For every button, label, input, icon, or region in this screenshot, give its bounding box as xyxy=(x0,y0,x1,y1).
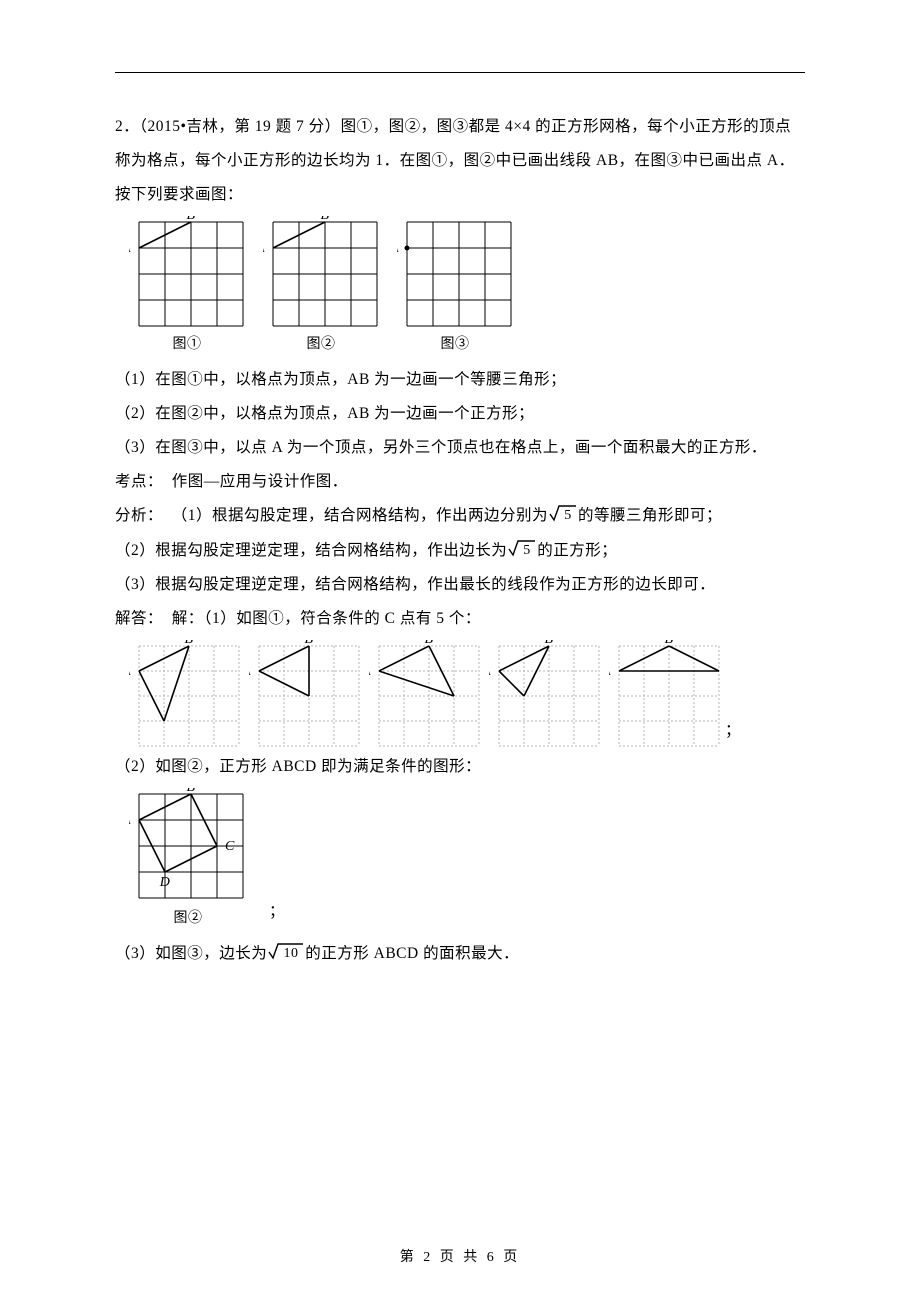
sqrt5-icon: 5 xyxy=(548,503,578,523)
sqrt5-icon: 5 xyxy=(507,538,537,558)
sol3-b: 的正方形 ABCD 的面积最大． xyxy=(305,945,519,962)
svg-text:5: 5 xyxy=(524,543,532,558)
sqrt10-icon: 10 xyxy=(267,941,305,961)
kaodian-text: 作图—应用与设计作图． xyxy=(172,473,348,490)
sol1-fig-2: AB xyxy=(249,640,361,748)
svg-text:A: A xyxy=(369,664,371,679)
q-fig-2-label: 图② xyxy=(307,330,336,361)
sol1-fig-4: AB xyxy=(489,640,601,748)
jieda-line-1: 解答： 解：（1）如图①，符合条件的 C 点有 5 个： xyxy=(115,602,805,636)
kaodian-line: 考点： 作图—应用与设计作图． xyxy=(115,465,805,499)
fenxi-line-2: （2）根据勾股定理逆定理，结合网格结构，作出边长为 5 的正方形； xyxy=(115,534,805,568)
q-fig-1: A B 图① xyxy=(129,216,245,361)
subq-1: （1）在图①中，以格点为顶点，AB 为一边画一个等腰三角形； xyxy=(115,363,805,397)
svg-text:B: B xyxy=(304,640,313,647)
svg-text:C: C xyxy=(225,839,235,854)
sol2-figure: A B C D 图② xyxy=(129,788,247,935)
sol2-text: （2）如图②，正方形 ABCD 即为满足条件的图形： xyxy=(115,750,805,784)
q-fig-3: A 图③ xyxy=(397,216,513,361)
svg-text:A: A xyxy=(489,664,491,679)
svg-text:5: 5 xyxy=(564,508,572,523)
jieda-label: 解答： xyxy=(115,610,163,627)
q-fig-2: A B 图② xyxy=(263,216,379,361)
svg-text:A: A xyxy=(397,241,399,256)
sol2-trailing: ； xyxy=(269,895,285,929)
svg-text:B: B xyxy=(184,640,193,647)
sol1-fig-5: A B ； xyxy=(609,640,741,748)
svg-text:B: B xyxy=(664,640,673,647)
content: 2．（2015•吉林，第 19 题 7 分）图①，图②，图③都是 4×4 的正方… xyxy=(115,110,805,971)
q-fig-3-label: 图③ xyxy=(441,330,470,361)
sol1-fig-1: AB xyxy=(129,640,241,748)
fenxi-line-1: 分析： （1）根据勾股定理，结合网格结构，作出两边分别为 5 的等腰三角形即可； xyxy=(115,499,805,533)
svg-text:A: A xyxy=(609,664,611,679)
svg-text:B: B xyxy=(424,640,433,647)
svg-text:A: A xyxy=(129,813,131,828)
fenxi-2b: 的正方形； xyxy=(537,542,617,559)
sol1-trailing: ； xyxy=(725,714,741,748)
fenxi-2a: （2）根据勾股定理逆定理，结合网格结构，作出边长为 xyxy=(115,542,507,559)
question-figures-row: A B 图① A B 图② A 图③ xyxy=(129,216,805,361)
fenxi-label: 分析： xyxy=(115,507,163,524)
page-footer: 第 2 页 共 6 页 xyxy=(0,1246,920,1266)
sol1-fig-3: AB xyxy=(369,640,481,748)
svg-text:B: B xyxy=(544,640,553,647)
kaodian-label: 考点： xyxy=(115,473,163,490)
svg-text:B: B xyxy=(320,216,329,223)
svg-text:B: B xyxy=(186,216,195,223)
subq-2: （2）在图②中，以格点为顶点，AB 为一边画一个正方形； xyxy=(115,397,805,431)
fenxi-line-3: （3）根据勾股定理逆定理，结合网格结构，作出最长的线段作为正方形的边长即可． xyxy=(115,568,805,602)
svg-text:A: A xyxy=(129,664,131,679)
problem-header: 2．（2015•吉林，第 19 题 7 分）图①，图②，图③都是 4×4 的正方… xyxy=(115,110,805,212)
fenxi-1a: （1）根据勾股定理，结合网格结构，作出两边分别为 xyxy=(172,507,548,524)
jieda-l1: 解：（1）如图①，符合条件的 C 点有 5 个： xyxy=(172,610,481,627)
q-fig-1-label: 图① xyxy=(173,330,202,361)
svg-text:10: 10 xyxy=(284,946,299,961)
top-rule xyxy=(115,72,805,73)
sol3-text: （3）如图③，边长为 10 的正方形 ABCD 的面积最大． xyxy=(115,937,805,971)
subq-3: （3）在图③中，以点 A 为一个顶点，另外三个顶点也在格点上，画一个面积最大的正… xyxy=(115,431,805,465)
sol2-fig-label: 图② xyxy=(174,904,203,935)
sol2-figure-wrap: A B C D 图② ； xyxy=(129,788,805,935)
fenxi-1b: 的等腰三角形即可； xyxy=(578,507,722,524)
svg-text:D: D xyxy=(159,875,171,890)
svg-text:A: A xyxy=(129,241,131,256)
sol1-figures-row: AB AB AB AB AB ； xyxy=(129,640,805,748)
sol3-a: （3）如图③，边长为 xyxy=(115,945,267,962)
svg-text:A: A xyxy=(249,664,251,679)
svg-text:A: A xyxy=(263,241,265,256)
svg-text:B: B xyxy=(186,788,195,795)
